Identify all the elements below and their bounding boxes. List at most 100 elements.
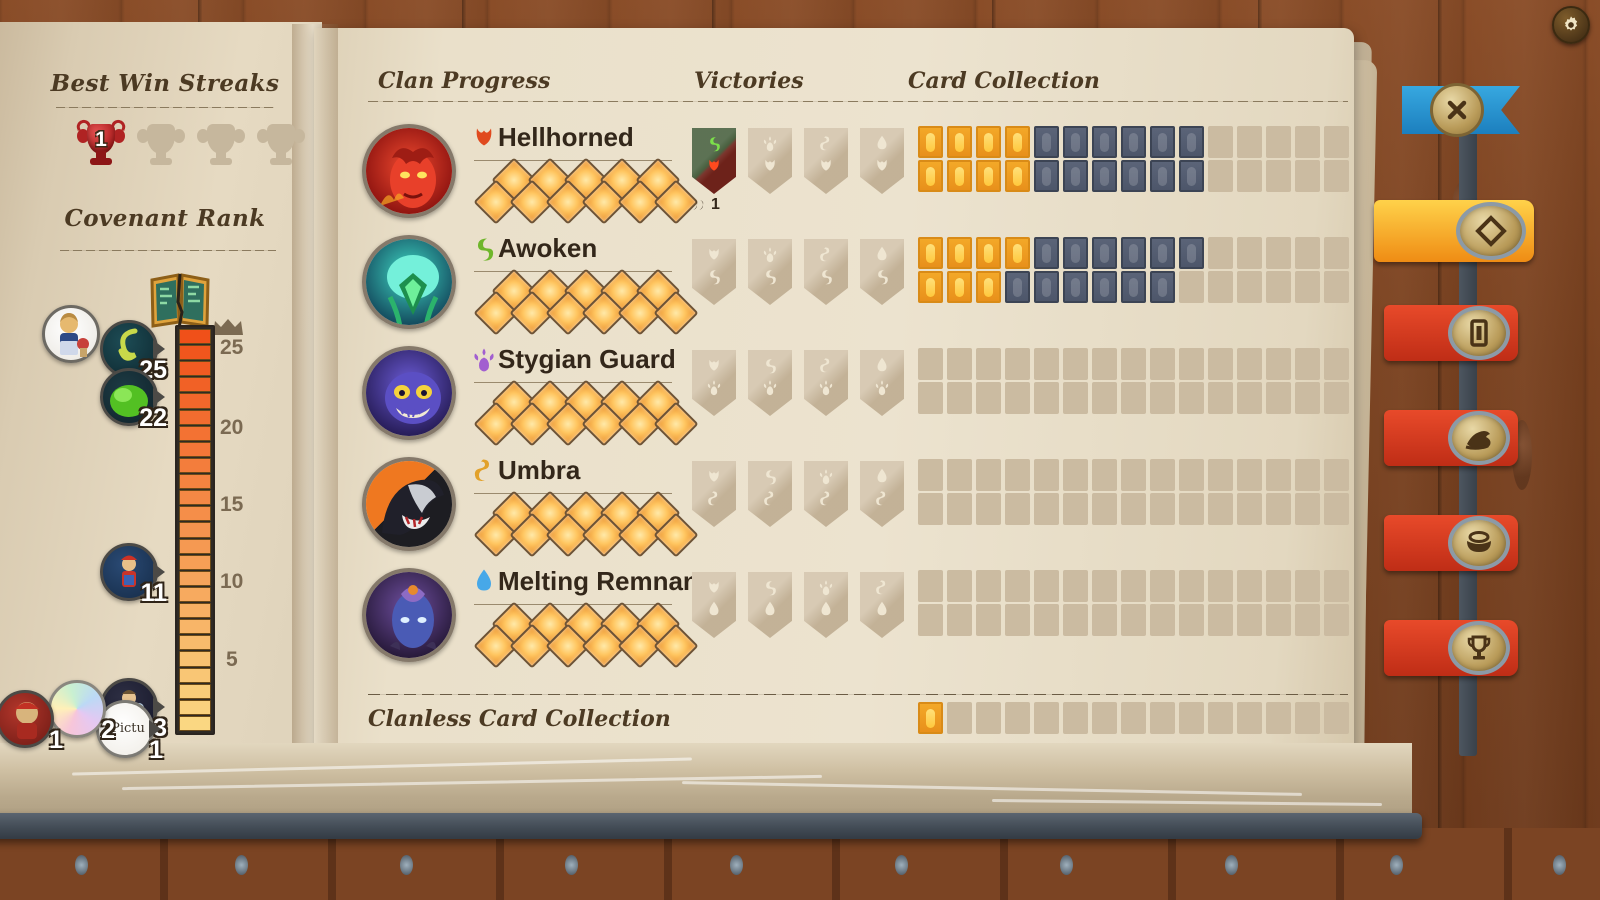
card-cell-empty[interactable] bbox=[1324, 237, 1349, 269]
victory-banner[interactable] bbox=[804, 461, 848, 527]
card-cell-empty[interactable] bbox=[1266, 604, 1291, 636]
card-cell-empty[interactable] bbox=[1034, 604, 1059, 636]
card-cell-empty[interactable] bbox=[1005, 493, 1030, 525]
card-cell-empty[interactable] bbox=[918, 570, 943, 602]
avatar[interactable]: 22 bbox=[100, 368, 167, 432]
card-cell-blue[interactable] bbox=[1063, 160, 1088, 192]
covenant-rank-ladder[interactable] bbox=[175, 325, 215, 735]
card-cell-empty[interactable] bbox=[1208, 271, 1233, 303]
card-cell-empty[interactable] bbox=[1237, 271, 1262, 303]
card-cell-gold[interactable] bbox=[918, 126, 943, 158]
card-cell-empty[interactable] bbox=[1237, 382, 1262, 414]
card-cell-empty[interactable] bbox=[1324, 493, 1349, 525]
victory-banner[interactable] bbox=[804, 572, 848, 638]
card-cell-empty[interactable] bbox=[1295, 160, 1320, 192]
victory-banner[interactable] bbox=[692, 239, 736, 305]
card-cell-empty[interactable] bbox=[1005, 348, 1030, 380]
card-cell-gold[interactable] bbox=[947, 237, 972, 269]
card-cell-blue[interactable] bbox=[1150, 237, 1175, 269]
card-cell-empty[interactable] bbox=[1092, 702, 1117, 734]
card-cell-empty[interactable] bbox=[1150, 382, 1175, 414]
card-cell-gold[interactable] bbox=[976, 271, 1001, 303]
card-cell-empty[interactable] bbox=[1295, 237, 1320, 269]
victory-banner[interactable] bbox=[692, 461, 736, 527]
card-cell-blue[interactable] bbox=[1092, 160, 1117, 192]
card-cell-gold[interactable] bbox=[947, 160, 972, 192]
card-cell-gold[interactable] bbox=[1005, 237, 1030, 269]
victory-banner[interactable] bbox=[860, 239, 904, 305]
card-cell-gold[interactable] bbox=[918, 237, 943, 269]
card-cell-empty[interactable] bbox=[1324, 382, 1349, 414]
card-cell-empty[interactable] bbox=[1295, 459, 1320, 491]
victory-banner[interactable] bbox=[748, 572, 792, 638]
card-cell-empty[interactable] bbox=[976, 702, 1001, 734]
card-cell-empty[interactable] bbox=[1150, 702, 1175, 734]
clan-row[interactable]: Hellhorned 1 bbox=[362, 120, 1362, 231]
card-cell-empty[interactable] bbox=[1179, 702, 1204, 734]
card-cell-empty[interactable] bbox=[1208, 459, 1233, 491]
card-cell-empty[interactable] bbox=[1266, 348, 1291, 380]
card-cell-empty[interactable] bbox=[976, 382, 1001, 414]
card-cell-empty[interactable] bbox=[1266, 459, 1291, 491]
card-cell-blue[interactable] bbox=[1121, 160, 1146, 192]
clan-card-collection[interactable] bbox=[918, 570, 1349, 636]
victory-banner[interactable] bbox=[804, 128, 848, 194]
card-cell-empty[interactable] bbox=[947, 570, 972, 602]
card-cell-empty[interactable] bbox=[1324, 160, 1349, 192]
card-cell-empty[interactable] bbox=[1324, 459, 1349, 491]
card-cell-empty[interactable] bbox=[918, 348, 943, 380]
card-cell-empty[interactable] bbox=[1237, 459, 1262, 491]
card-cell-empty[interactable] bbox=[1266, 493, 1291, 525]
card-cell-empty[interactable] bbox=[1034, 702, 1059, 734]
card-cell-blue[interactable] bbox=[1150, 126, 1175, 158]
card-cell-empty[interactable] bbox=[976, 604, 1001, 636]
melting-portrait[interactable] bbox=[362, 568, 456, 662]
card-cell-empty[interactable] bbox=[1237, 237, 1262, 269]
card-cell-empty[interactable] bbox=[1295, 348, 1320, 380]
card-cell-empty[interactable] bbox=[1295, 493, 1320, 525]
card-cell-empty[interactable] bbox=[1266, 382, 1291, 414]
card-cell-empty[interactable] bbox=[1063, 570, 1088, 602]
card-cell-empty[interactable] bbox=[1005, 459, 1030, 491]
card-cell-empty[interactable] bbox=[1208, 126, 1233, 158]
hellhorned-portrait[interactable] bbox=[362, 124, 456, 218]
victory-banner[interactable] bbox=[748, 461, 792, 527]
victory-banner[interactable] bbox=[692, 350, 736, 416]
card-cell-blue[interactable] bbox=[1121, 126, 1146, 158]
card-cell-empty[interactable] bbox=[976, 348, 1001, 380]
card-cell-empty[interactable] bbox=[976, 459, 1001, 491]
card-cell-empty[interactable] bbox=[1324, 702, 1349, 734]
victory-banner[interactable] bbox=[804, 350, 848, 416]
card-cell-empty[interactable] bbox=[1121, 604, 1146, 636]
card-cell-empty[interactable] bbox=[1295, 702, 1320, 734]
trophy-badge-locked[interactable] bbox=[197, 118, 245, 170]
card-cell-empty[interactable] bbox=[947, 604, 972, 636]
card-cell-empty[interactable] bbox=[1150, 493, 1175, 525]
card-cell-empty[interactable] bbox=[1063, 459, 1088, 491]
card-cell-empty[interactable] bbox=[947, 702, 972, 734]
avatar[interactable] bbox=[42, 305, 100, 363]
card-cell-empty[interactable] bbox=[1208, 382, 1233, 414]
card-cell-empty[interactable] bbox=[1266, 702, 1291, 734]
card-cell-empty[interactable] bbox=[1208, 493, 1233, 525]
card-cell-empty[interactable] bbox=[1121, 459, 1146, 491]
card-cell-empty[interactable] bbox=[1324, 271, 1349, 303]
card-cell-empty[interactable] bbox=[976, 570, 1001, 602]
card-cell-blue[interactable] bbox=[1150, 160, 1175, 192]
trophy-badge-locked[interactable] bbox=[137, 118, 185, 170]
card-cell-empty[interactable] bbox=[1266, 126, 1291, 158]
card-cell-empty[interactable] bbox=[947, 382, 972, 414]
artifacts-tab[interactable] bbox=[1384, 515, 1518, 571]
card-cell-gold[interactable] bbox=[976, 126, 1001, 158]
awoken-portrait[interactable] bbox=[362, 235, 456, 329]
card-cell-empty[interactable] bbox=[1092, 604, 1117, 636]
victory-banner[interactable] bbox=[692, 128, 736, 194]
card-cell-empty[interactable] bbox=[1179, 604, 1204, 636]
card-cell-empty[interactable] bbox=[1208, 348, 1233, 380]
card-cell-empty[interactable] bbox=[1208, 237, 1233, 269]
card-cell-empty[interactable] bbox=[1063, 604, 1088, 636]
card-cell-empty[interactable] bbox=[1092, 459, 1117, 491]
victory-banner[interactable] bbox=[748, 128, 792, 194]
bird-tab[interactable] bbox=[1384, 410, 1518, 466]
card-cell-empty[interactable] bbox=[1092, 570, 1117, 602]
